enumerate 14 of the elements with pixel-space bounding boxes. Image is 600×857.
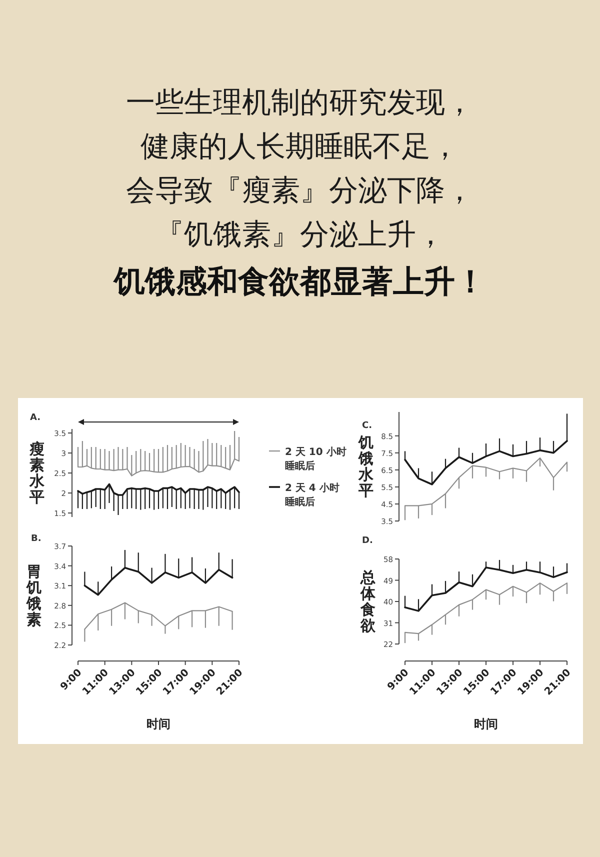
- legend-label: 2 天 4 小时睡眠后: [285, 482, 340, 508]
- x-axis-title: 时间: [146, 717, 170, 731]
- y-axis-title: 胃饥饿素: [26, 562, 42, 628]
- legend-label: 2 天 10 小时睡眠后: [285, 446, 346, 472]
- text: A.: [30, 413, 41, 423]
- text: D.: [362, 536, 373, 546]
- y-axis-title: 瘦素水平: [28, 440, 46, 506]
- x-axis-title: 时间: [474, 717, 498, 731]
- chart-subtitle: 饥饿感和食欲都显著上升！: [112, 264, 486, 300]
- text: B.: [31, 534, 42, 544]
- text: C.: [362, 421, 372, 431]
- y-axis-title: 饥饿水平: [358, 434, 374, 500]
- text: 一些生理机制的研究发现，健康的人长期睡眠不足，会导致『瘦素』分泌下降，『饥饿素』分泌上升，: [126, 85, 474, 251]
- y-axis-title: 总体食欲: [360, 568, 376, 634]
